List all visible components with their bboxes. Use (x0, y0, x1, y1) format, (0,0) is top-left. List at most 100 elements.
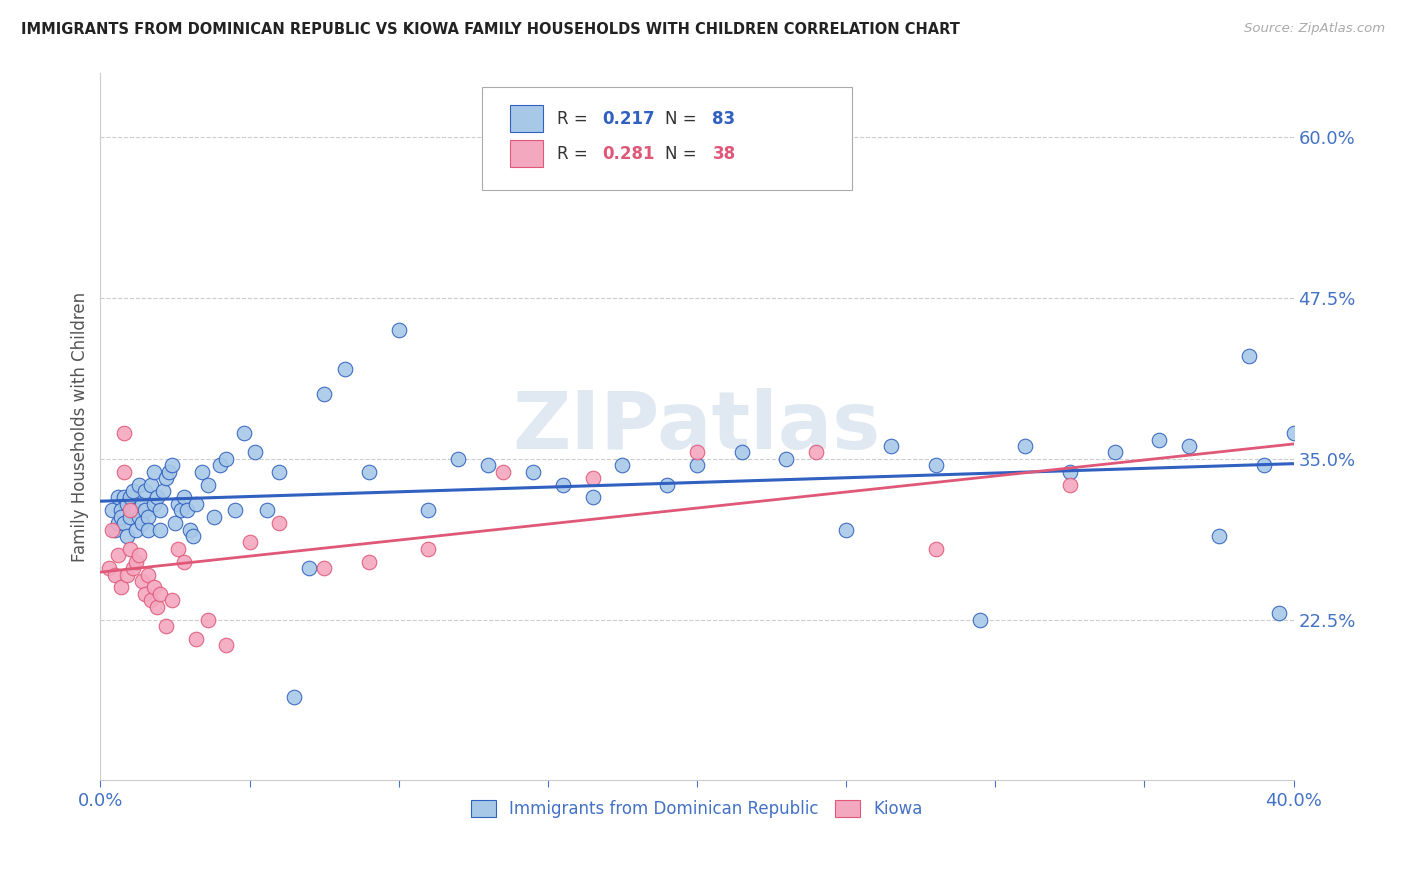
Point (136, 567, 159, 582)
Point (1267, 606, 1289, 620)
Point (112, 491, 135, 505)
Point (155, 471, 177, 485)
Point (125, 503, 148, 517)
Point (924, 458, 946, 473)
Point (214, 451, 236, 466)
Point (120, 509, 142, 524)
Point (120, 503, 142, 517)
Point (131, 516, 153, 530)
Point (131, 497, 153, 511)
Point (1014, 439, 1036, 453)
Point (184, 632, 207, 646)
Point (686, 458, 709, 473)
Point (134, 587, 156, 601)
Point (418, 541, 440, 556)
Point (115, 497, 138, 511)
Text: Source: ZipAtlas.com: Source: ZipAtlas.com (1244, 22, 1385, 36)
Point (314, 561, 336, 575)
Point (232, 426, 254, 441)
Point (1237, 349, 1260, 363)
Point (115, 567, 138, 582)
Point (110, 509, 132, 524)
Point (224, 503, 246, 517)
Point (160, 593, 183, 607)
Point (283, 690, 305, 704)
Point (880, 439, 903, 453)
Point (447, 451, 470, 466)
Point (1253, 458, 1275, 473)
Text: N =: N = (665, 145, 702, 163)
Point (146, 491, 169, 505)
Point (179, 523, 201, 537)
Point (197, 613, 219, 627)
Point (157, 465, 180, 479)
Point (120, 541, 142, 556)
Text: ZIPatlas: ZIPatlas (513, 388, 882, 466)
Point (101, 523, 124, 537)
Point (1178, 439, 1201, 453)
Point (143, 581, 166, 595)
Point (131, 574, 153, 588)
Point (176, 503, 198, 517)
Point (143, 497, 166, 511)
Point (581, 491, 603, 505)
FancyBboxPatch shape (482, 87, 852, 190)
Point (924, 541, 946, 556)
Text: IMMIGRANTS FROM DOMINICAN REPUBLIC VS KIOWA FAMILY HOUSEHOLDS WITH CHILDREN CORR: IMMIGRANTS FROM DOMINICAN REPUBLIC VS KI… (21, 22, 960, 37)
Point (167, 497, 190, 511)
Point (125, 523, 148, 537)
Text: N =: N = (665, 110, 702, 128)
Point (238, 535, 260, 549)
Point (522, 465, 544, 479)
FancyBboxPatch shape (509, 140, 543, 167)
Point (136, 509, 159, 524)
Point (152, 483, 174, 498)
Point (256, 503, 278, 517)
Y-axis label: Family Households with Children: Family Households with Children (72, 292, 89, 562)
Point (115, 529, 138, 543)
Point (731, 445, 754, 459)
Point (173, 491, 195, 505)
Point (775, 451, 797, 466)
Point (551, 477, 574, 491)
Point (107, 548, 129, 562)
Text: 0.281: 0.281 (603, 145, 655, 163)
Point (167, 541, 190, 556)
Point (128, 509, 150, 524)
Point (134, 503, 156, 517)
Point (128, 548, 150, 562)
Point (202, 509, 225, 524)
Point (160, 458, 183, 473)
Point (128, 477, 150, 491)
Point (492, 465, 515, 479)
Point (122, 503, 145, 517)
Point (208, 458, 231, 473)
Point (477, 458, 499, 473)
Point (146, 599, 169, 614)
Point (657, 477, 679, 491)
Point (112, 426, 135, 441)
Point (612, 458, 634, 473)
Point (120, 491, 142, 505)
Point (170, 503, 193, 517)
Point (139, 477, 162, 491)
Point (1059, 477, 1081, 491)
Point (112, 465, 135, 479)
Point (107, 516, 129, 530)
Point (806, 445, 828, 459)
Point (357, 555, 380, 569)
Point (155, 619, 177, 633)
Text: R =: R = (557, 145, 593, 163)
Point (149, 587, 172, 601)
Point (149, 523, 172, 537)
Point (101, 503, 124, 517)
FancyBboxPatch shape (509, 104, 543, 132)
Point (418, 503, 440, 517)
Point (197, 477, 219, 491)
Text: 0.217: 0.217 (603, 110, 655, 128)
Point (1282, 426, 1305, 441)
Point (333, 361, 356, 376)
Point (112, 516, 135, 530)
Point (269, 465, 291, 479)
Point (107, 491, 129, 505)
